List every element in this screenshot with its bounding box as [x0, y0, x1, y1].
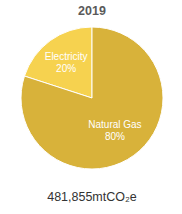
slice-value: 20%: [56, 63, 76, 74]
slice-category: Natural Gas: [88, 119, 141, 130]
slice-value: 80%: [105, 131, 125, 142]
chart: 2019 Electricity20% Natural Gas80% 481,855m…: [0, 0, 182, 214]
slice-category: Electricity: [45, 51, 88, 62]
slice: [21, 27, 163, 169]
slices: [21, 27, 163, 169]
labels: Electricity20% Natural Gas80%: [45, 51, 142, 141]
annotation: 481,855mtCO₂e: [47, 190, 137, 204]
title: 2019: [78, 4, 106, 18]
